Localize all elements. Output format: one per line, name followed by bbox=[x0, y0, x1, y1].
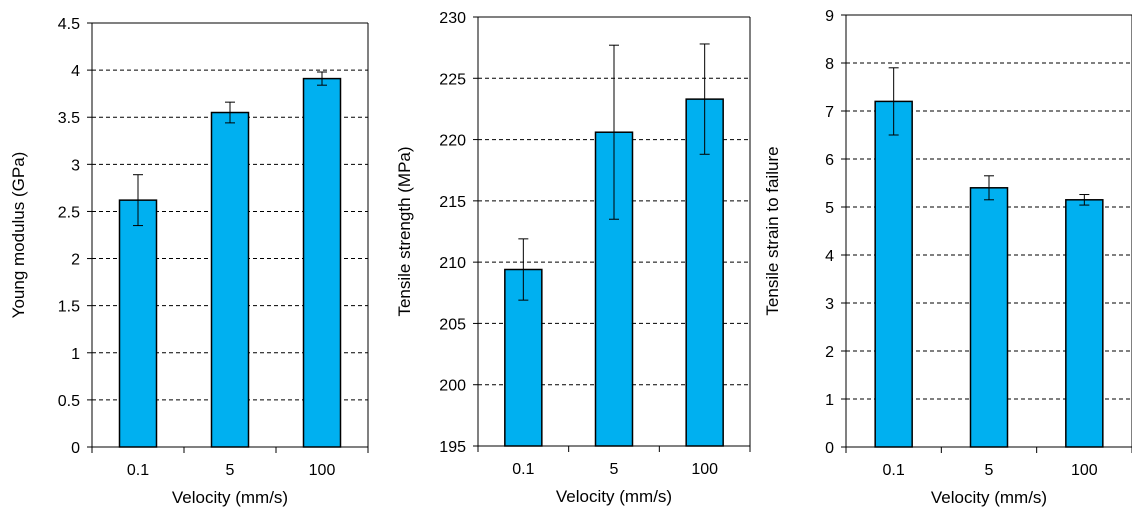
x-tick-label: 5 bbox=[226, 462, 235, 479]
x-tick-label: 0.1 bbox=[512, 461, 534, 478]
y-tick-label: 1 bbox=[825, 392, 834, 409]
x-tick-label: 100 bbox=[309, 462, 336, 479]
bar bbox=[118, 199, 158, 448]
y-tick-label: 195 bbox=[439, 439, 466, 456]
x-tick-label: 100 bbox=[1071, 462, 1098, 479]
y-tick-label: 215 bbox=[439, 194, 466, 211]
bar bbox=[1065, 199, 1104, 448]
y-tick-label: 4 bbox=[825, 248, 834, 265]
bar bbox=[302, 77, 342, 448]
x-tick-label: 100 bbox=[691, 461, 718, 478]
y-tick-label: 3 bbox=[71, 157, 80, 174]
y-tick-label: 225 bbox=[439, 71, 466, 88]
x-tick-label: 5 bbox=[610, 461, 619, 478]
y-tick-label: 5 bbox=[825, 200, 834, 217]
y-tick-label: 8 bbox=[825, 56, 834, 73]
y-tick-label: 2 bbox=[825, 344, 834, 361]
y-axis-title: Tensile strain to failure bbox=[763, 146, 782, 315]
x-tick-label: 5 bbox=[985, 462, 994, 479]
x-tick-label: 0.1 bbox=[883, 462, 905, 479]
chart-panel-3: 0 1 2 3 4 5 6 7 8 9 0.1 5 100 Velocity (mm/s) Tensile … bbox=[763, 8, 1132, 507]
y-tick-label: 1 bbox=[71, 346, 80, 363]
x-axis-title: Velocity (mm/s) bbox=[172, 488, 288, 507]
bar bbox=[969, 187, 1009, 448]
y-tick-label: 0 bbox=[71, 440, 80, 457]
y-tick-label: 2 bbox=[71, 252, 80, 269]
y-tick-label: 205 bbox=[439, 316, 466, 333]
y-tick-label: 3.5 bbox=[58, 110, 80, 127]
y-tick-label: 2.5 bbox=[58, 204, 80, 221]
chart-panel-2: 195 200 205 210 215 220 225 230 0.1 5 100 Velocity … bbox=[395, 10, 751, 506]
y-tick-label: 0.5 bbox=[58, 393, 80, 410]
x-tick-label: 0.1 bbox=[127, 462, 149, 479]
y-tick-label: 230 bbox=[439, 10, 466, 27]
y-tick-label: 4.5 bbox=[58, 16, 80, 33]
y-tick-label: 210 bbox=[439, 255, 466, 272]
bar bbox=[874, 100, 913, 448]
y-tick-label: 3 bbox=[825, 296, 834, 313]
y-axis-title: Young modulus (GPa) bbox=[9, 152, 28, 319]
y-axis-title: Tensile strength (MPa) bbox=[395, 146, 414, 316]
y-tick-label: 6 bbox=[825, 152, 834, 169]
y-tick-label: 220 bbox=[439, 133, 466, 150]
x-axis-title: Velocity (mm/s) bbox=[556, 487, 672, 506]
y-tick-label: 9 bbox=[825, 8, 834, 25]
bar bbox=[685, 98, 724, 447]
chart-panel-1: 0 0.5 1 1.5 2 2.5 3 3.5 4 4.5 0.1 5 100 Velocity (mm/… bbox=[9, 16, 369, 507]
y-tick-label: 0 bbox=[825, 440, 834, 457]
y-tick-label: 7 bbox=[825, 104, 834, 121]
x-axis-title: Velocity (mm/s) bbox=[931, 488, 1047, 507]
y-tick-label: 4 bbox=[71, 63, 80, 80]
bar bbox=[210, 111, 250, 448]
y-tick-label: 1.5 bbox=[58, 299, 80, 316]
y-tick-label: 200 bbox=[439, 378, 466, 395]
